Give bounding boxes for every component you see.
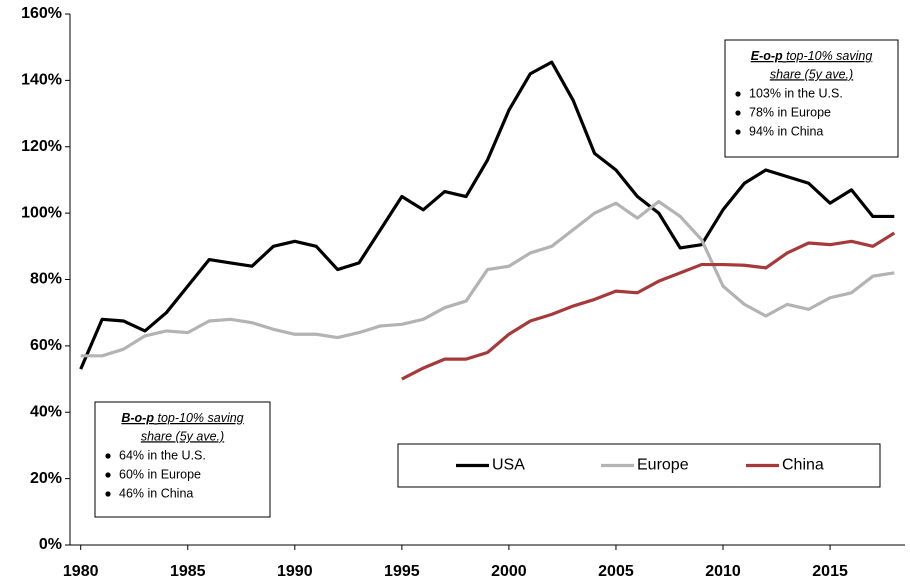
x-tick-label: 2000 <box>491 563 527 580</box>
series-line <box>79 60 895 370</box>
annotation-heading2: share (5y ave.) <box>770 67 853 81</box>
series-line <box>80 199 895 358</box>
annotation-item: 64% in the U.S. <box>119 448 206 462</box>
annotation-item: 60% in Europe <box>119 467 201 481</box>
legend-label: Europe <box>637 457 689 474</box>
x-tick-label: 2010 <box>705 563 741 580</box>
y-tick-label: 160% <box>21 5 62 22</box>
y-tick-label: 60% <box>30 337 62 354</box>
annotation-heading-text: top-10% saving <box>157 411 243 425</box>
x-tick-label: 1990 <box>277 563 313 580</box>
legend-label: China <box>782 457 824 474</box>
bullet <box>105 453 111 459</box>
bullet <box>735 91 741 97</box>
annotation-item: 46% in China <box>119 486 193 500</box>
annotation-heading-bold: E-o-p <box>751 49 783 63</box>
annotation-heading-text: top-10% saving <box>786 49 872 63</box>
y-tick-label: 80% <box>30 271 62 288</box>
legend-label: USA <box>492 457 525 474</box>
annotation-heading: E-o-p top-10% saving <box>751 49 873 63</box>
annotation-heading: B-o-p top-10% saving <box>121 411 243 425</box>
annotation-heading-bold: B-o-p <box>121 411 154 425</box>
annotation-item: 103% in the U.S. <box>749 86 843 100</box>
x-tick-label: 1995 <box>384 563 420 580</box>
y-tick-label: 20% <box>30 470 62 487</box>
bullet <box>105 491 111 497</box>
y-tick-label: 40% <box>30 403 62 420</box>
y-tick-label: 100% <box>21 204 62 221</box>
bullet <box>735 129 741 135</box>
x-tick-label: 2005 <box>598 563 634 580</box>
y-tick-label: 140% <box>21 72 62 89</box>
annotation-box <box>94 401 271 518</box>
annotation-item: 78% in Europe <box>749 105 831 119</box>
x-tick-label: 1980 <box>63 563 99 580</box>
annotation-item: 94% in China <box>749 124 823 138</box>
annotation-box <box>724 39 899 158</box>
y-tick-label: 0% <box>39 536 62 553</box>
bullet <box>735 110 741 116</box>
bullet <box>105 472 111 478</box>
annotation-heading2: share (5y ave.) <box>141 429 224 443</box>
x-tick-label: 1985 <box>170 563 206 580</box>
series-line <box>401 231 896 381</box>
y-tick-label: 120% <box>21 138 62 155</box>
x-tick-label: 2015 <box>812 563 848 580</box>
